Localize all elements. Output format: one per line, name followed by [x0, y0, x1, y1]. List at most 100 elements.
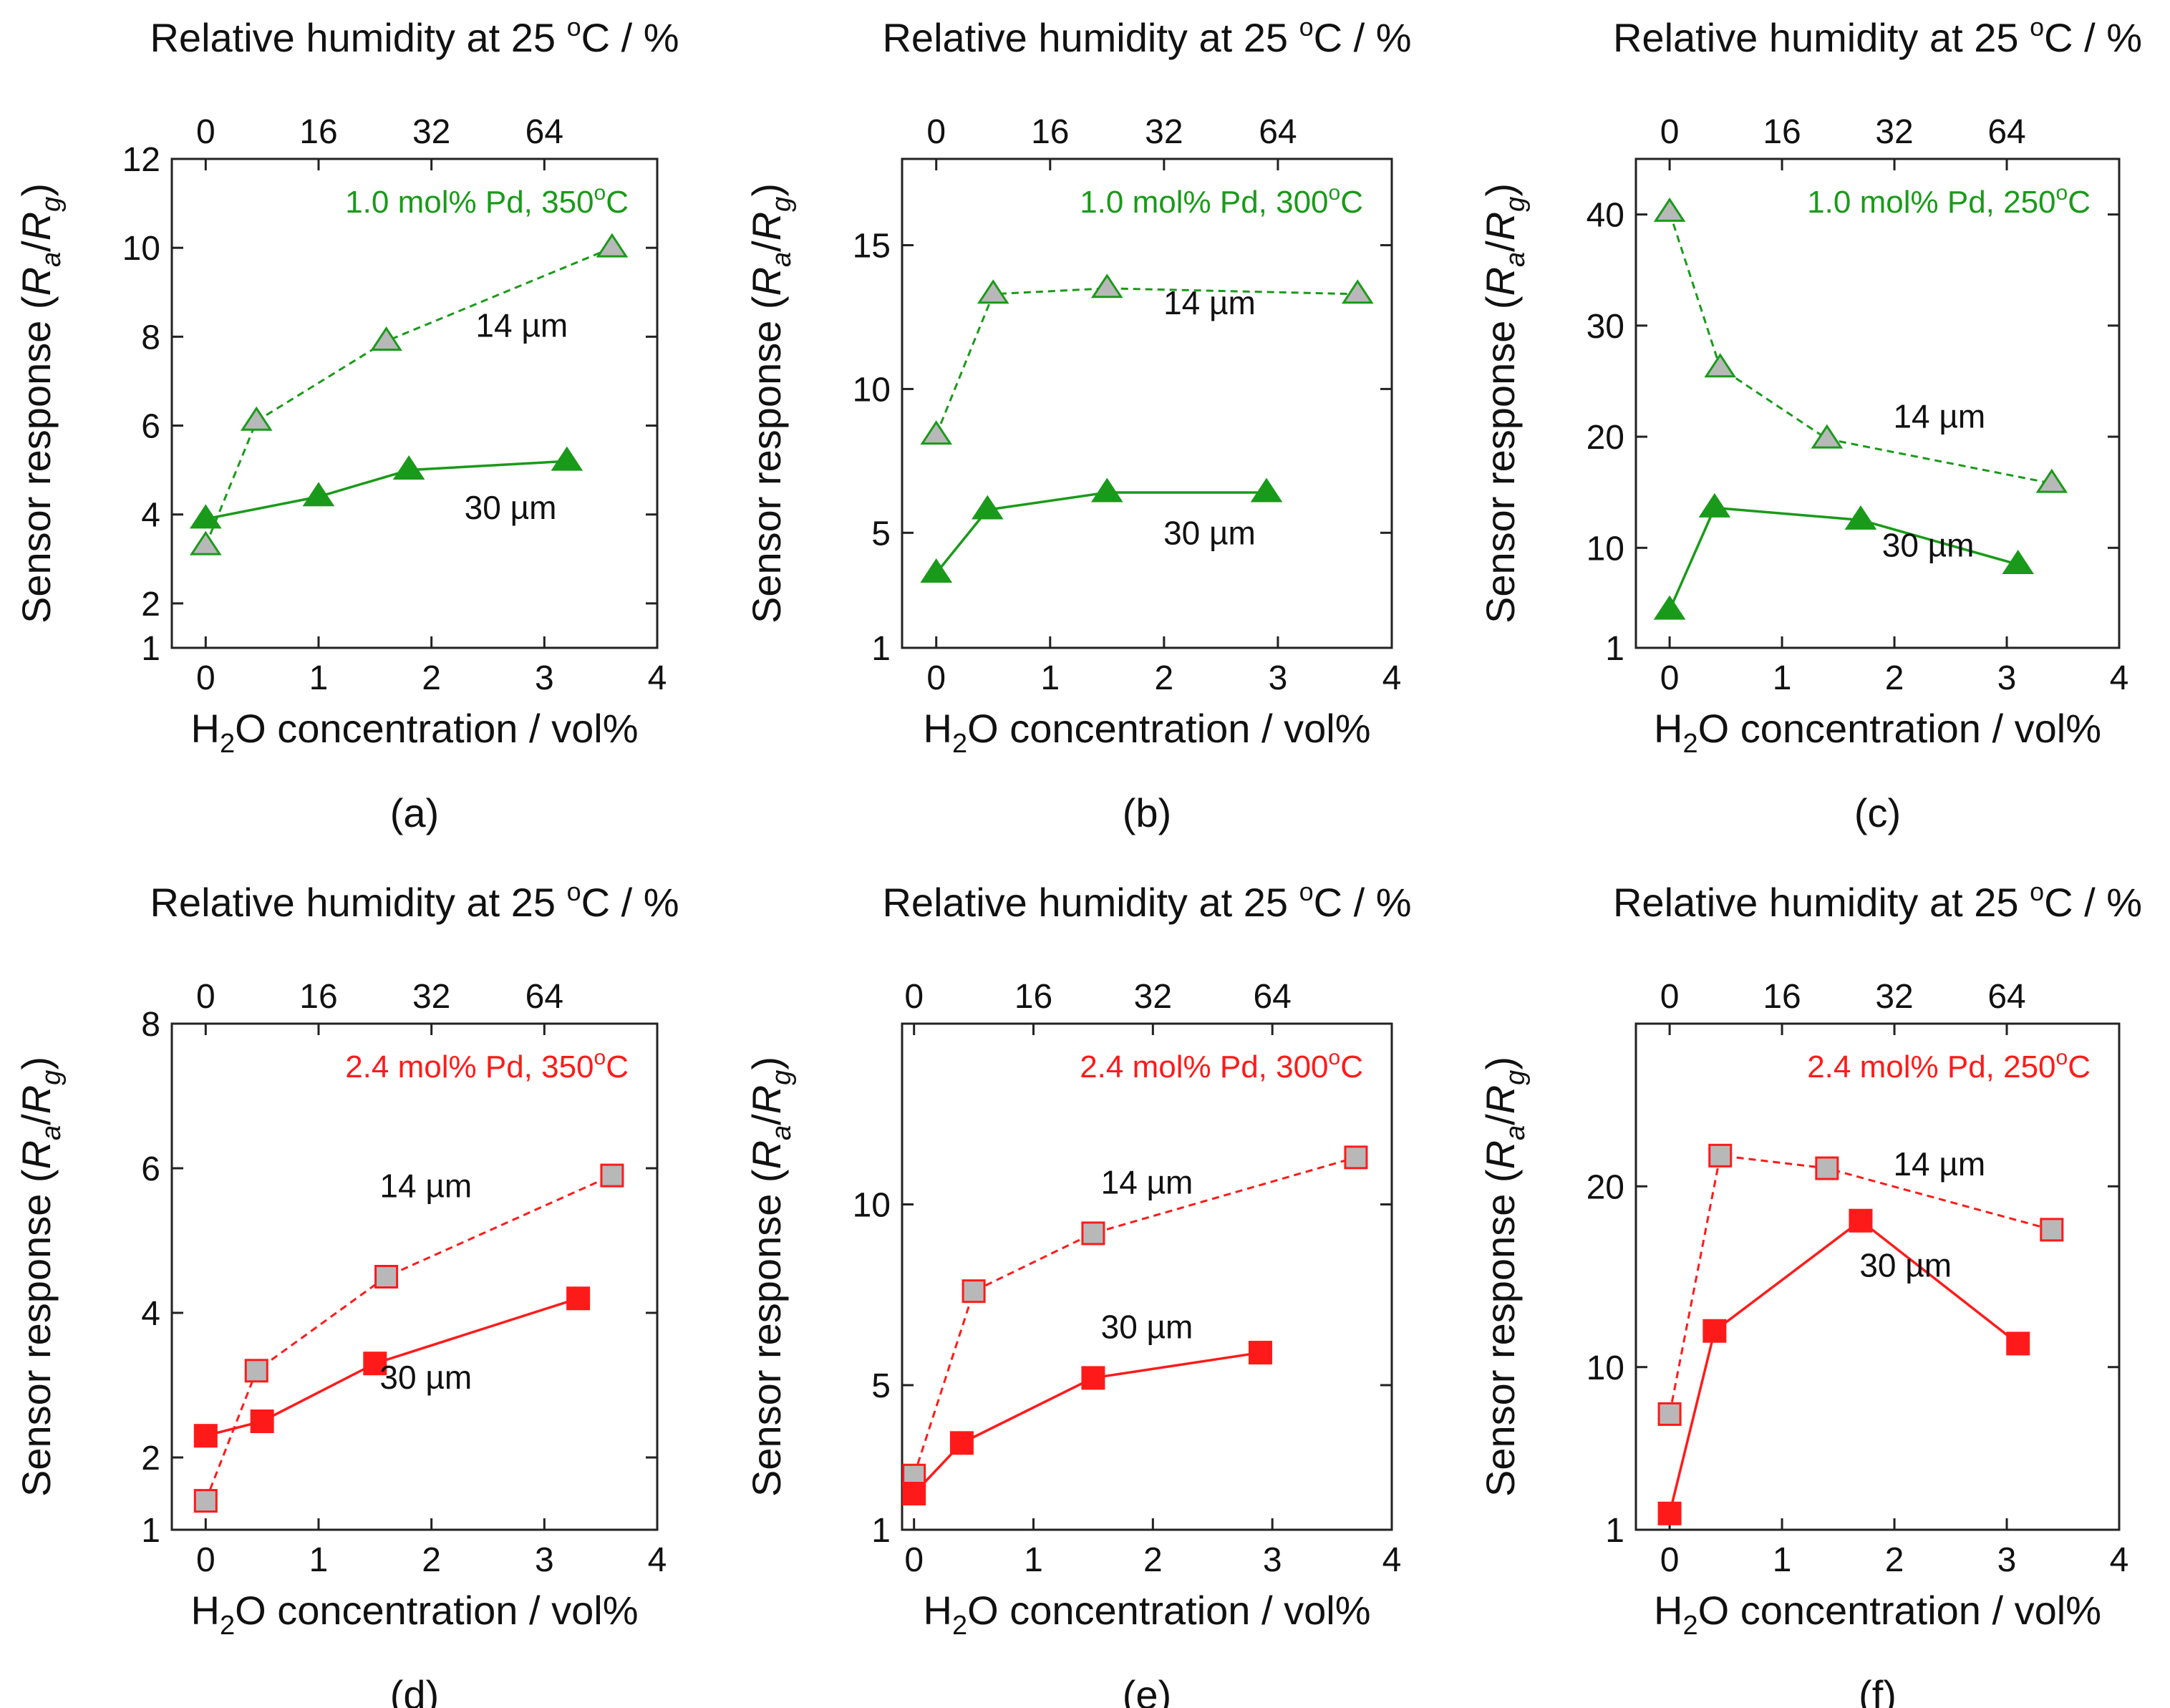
top-axis-title: Relative humidity at 25 oC / %: [882, 12, 1411, 60]
top-tick-label: 16: [1031, 113, 1069, 151]
annotation-main: 1.0 mol% Pd, 350: [345, 185, 594, 220]
data-point: [1657, 1501, 1682, 1525]
degree-mark: o: [1299, 12, 1314, 42]
x-tick-label: 3: [535, 1541, 554, 1579]
x-tick-label: 0: [904, 1541, 924, 1579]
top-axis-title: Relative humidity at 25 oC / %: [150, 877, 679, 925]
degree-mark: o: [594, 1046, 606, 1069]
data-point: [977, 279, 1009, 304]
top-title-main: Relative humidity at 25: [150, 880, 566, 925]
y-label-ra-sub: a: [767, 1125, 797, 1140]
degree-mark: o: [1329, 1046, 1341, 1069]
y-label-rg-sub: g: [767, 197, 797, 212]
data-point: [1811, 424, 1844, 449]
y-tick-label: 10: [1587, 1349, 1624, 1387]
y-label-rg: R: [14, 212, 59, 241]
data-point: [189, 530, 222, 555]
y-label-ra-sub: a: [37, 1125, 67, 1140]
degree-mark: o: [2030, 12, 2044, 42]
x-tick-label: 1: [309, 1541, 329, 1579]
top-tick-label: 0: [904, 978, 924, 1016]
y-tick-label: 6: [141, 1150, 160, 1188]
data-point: [1704, 353, 1737, 378]
data-point: [1090, 477, 1123, 503]
data-point: [1090, 273, 1123, 299]
y-label-post: ): [1478, 183, 1523, 197]
y-label-rg-sub: g: [1501, 1070, 1531, 1085]
y-tick-label: 2: [141, 586, 160, 623]
top-tick-label: 32: [1134, 978, 1172, 1016]
top-title-main: Relative humidity at 25: [150, 15, 566, 60]
x-label-rest: O concentration / vol%: [1698, 1588, 2101, 1633]
data-point: [250, 1409, 274, 1433]
y-label-rg-sub: g: [767, 1070, 797, 1085]
x-tick-label: 4: [1382, 1541, 1402, 1579]
x-tick-label: 2: [1885, 659, 1904, 697]
y-tick-label: 10: [122, 230, 160, 268]
y-label-rg: R: [1478, 1085, 1523, 1114]
y-label-ra-sub: a: [37, 252, 67, 267]
y-tick-label: 40: [1587, 197, 1624, 235]
series-label: 30 µm: [379, 1359, 472, 1396]
degree-mark: o: [567, 877, 581, 906]
series-label: 14 µm: [1893, 398, 1985, 435]
data-point: [1344, 1145, 1368, 1170]
data-point: [600, 1163, 624, 1188]
y-label-ra-sub: a: [767, 252, 797, 267]
degree-mark: o: [1299, 877, 1314, 906]
data-point: [551, 446, 583, 471]
x-axis-label: H2O concentration / vol%: [1654, 1588, 2101, 1641]
data-point: [1248, 1341, 1272, 1365]
y-tick-label: 1: [871, 1512, 891, 1550]
y-label-pre: Sensor response (: [744, 296, 789, 623]
top-tick-label: 32: [412, 978, 450, 1016]
y-tick-label: 2: [141, 1440, 160, 1477]
data-point: [2040, 1218, 2064, 1242]
x-axis-label: H2O concentration / vol%: [924, 1588, 1371, 1641]
x-label-sub: 2: [952, 1611, 967, 1641]
y-label-post: ): [1478, 1057, 1523, 1070]
data-point: [370, 326, 402, 351]
series-label: 30 µm: [1882, 527, 1975, 564]
x-tick-label: 2: [1143, 1541, 1163, 1579]
data-point: [193, 1424, 218, 1448]
y-tick-label: 30: [1587, 308, 1624, 346]
annotation-unit: C: [606, 185, 629, 220]
data-point: [1844, 505, 1877, 530]
x-tick-label: 4: [2110, 1541, 2129, 1579]
x-tick-label: 2: [1885, 1541, 1904, 1579]
data-point: [2002, 549, 2035, 574]
top-title-unit: C / %: [581, 15, 679, 60]
data-point: [244, 1359, 268, 1383]
x-tick-label: 4: [1382, 659, 1402, 697]
y-label-pre: Sensor response (: [14, 1169, 59, 1497]
x-label-sub: 2: [1682, 1611, 1697, 1641]
series-line: [204, 1174, 613, 1502]
x-label-h: H: [1654, 1588, 1682, 1633]
series-line: [913, 1351, 1261, 1495]
x-label-h: H: [924, 706, 952, 751]
panel-label: (c): [1854, 790, 1901, 835]
top-tick-label: 32: [1875, 113, 1913, 151]
data-point: [1657, 1402, 1682, 1426]
y-label-slash: /: [1478, 1114, 1523, 1125]
top-tick-label: 16: [1763, 113, 1801, 151]
panel-label: (b): [1123, 790, 1171, 835]
top-title-unit: C / %: [1314, 15, 1412, 60]
y-label-rg: R: [744, 212, 789, 241]
x-tick-label: 1: [1773, 1541, 1792, 1579]
series-label: 30 µm: [1163, 514, 1256, 551]
y-label-rg-sub: g: [37, 197, 67, 212]
degree-mark: o: [1329, 181, 1341, 205]
y-tick-label: 4: [141, 1295, 160, 1333]
x-label-rest: O concentration / vol%: [967, 706, 1370, 751]
y-tick-label: 4: [141, 497, 160, 535]
series-label: 14 µm: [379, 1167, 472, 1204]
plot-frame: [901, 1022, 1393, 1531]
series-label: 14 µm: [475, 306, 568, 344]
x-tick-label: 0: [1660, 1541, 1680, 1579]
